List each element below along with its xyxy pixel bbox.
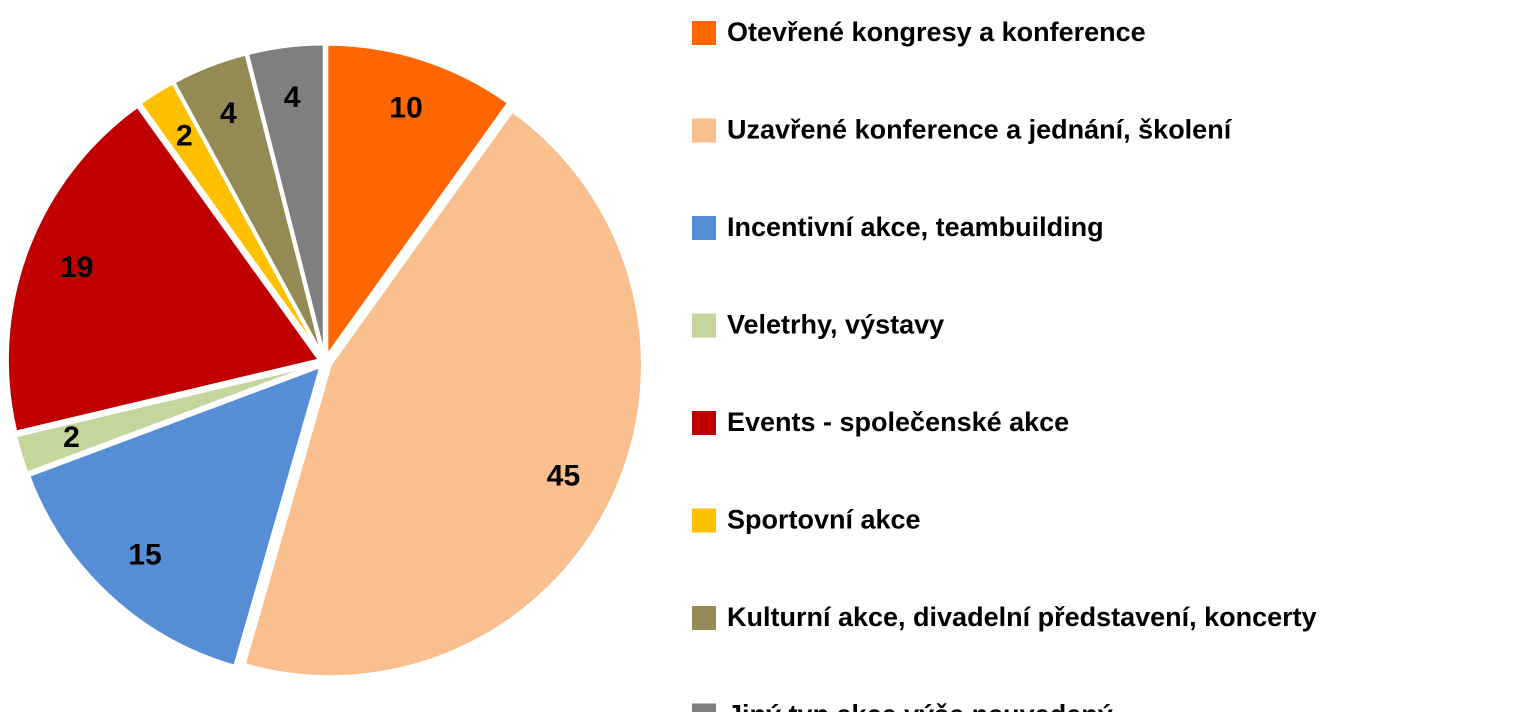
legend-swatch	[692, 606, 716, 630]
legend-label: Uzavřené konference a jednání, školení	[727, 115, 1233, 145]
legend-label: Events - společenské akce	[727, 407, 1069, 437]
legend-swatch	[692, 508, 716, 533]
data-label: 2	[63, 421, 80, 454]
pie-slice	[171, 52, 325, 358]
data-label: 4	[284, 81, 301, 114]
legend-label: Incentivní akce, teambuilding	[727, 212, 1104, 242]
pie-slice	[245, 42, 326, 357]
pie-slice	[242, 108, 644, 679]
legend-label: Kulturní akce, divadelní představení, ko…	[727, 602, 1317, 632]
legend-swatch	[692, 216, 716, 240]
legend-label: Sportovní akce	[727, 505, 921, 535]
data-label: 2	[176, 119, 193, 152]
pie-slice	[26, 363, 324, 669]
legend-label: Veletrhy, výstavy	[727, 310, 944, 340]
pie-slice	[13, 362, 320, 475]
pie-slice	[5, 104, 322, 434]
data-label: 45	[547, 459, 580, 492]
pie-slice	[325, 42, 511, 361]
legend-label: Otevřené kongresy a konference	[727, 17, 1146, 47]
legend-swatch	[692, 118, 716, 143]
legend-swatch	[692, 21, 716, 45]
data-label: 15	[128, 538, 161, 571]
data-label: 19	[60, 251, 93, 284]
data-label: 4	[220, 97, 237, 130]
legend-swatch	[692, 411, 716, 435]
legend-swatch	[692, 313, 716, 338]
legend-swatch	[692, 703, 716, 712]
data-label: 10	[389, 92, 422, 125]
legend-label: Jiný typ akce výše neuvedený	[727, 700, 1113, 712]
